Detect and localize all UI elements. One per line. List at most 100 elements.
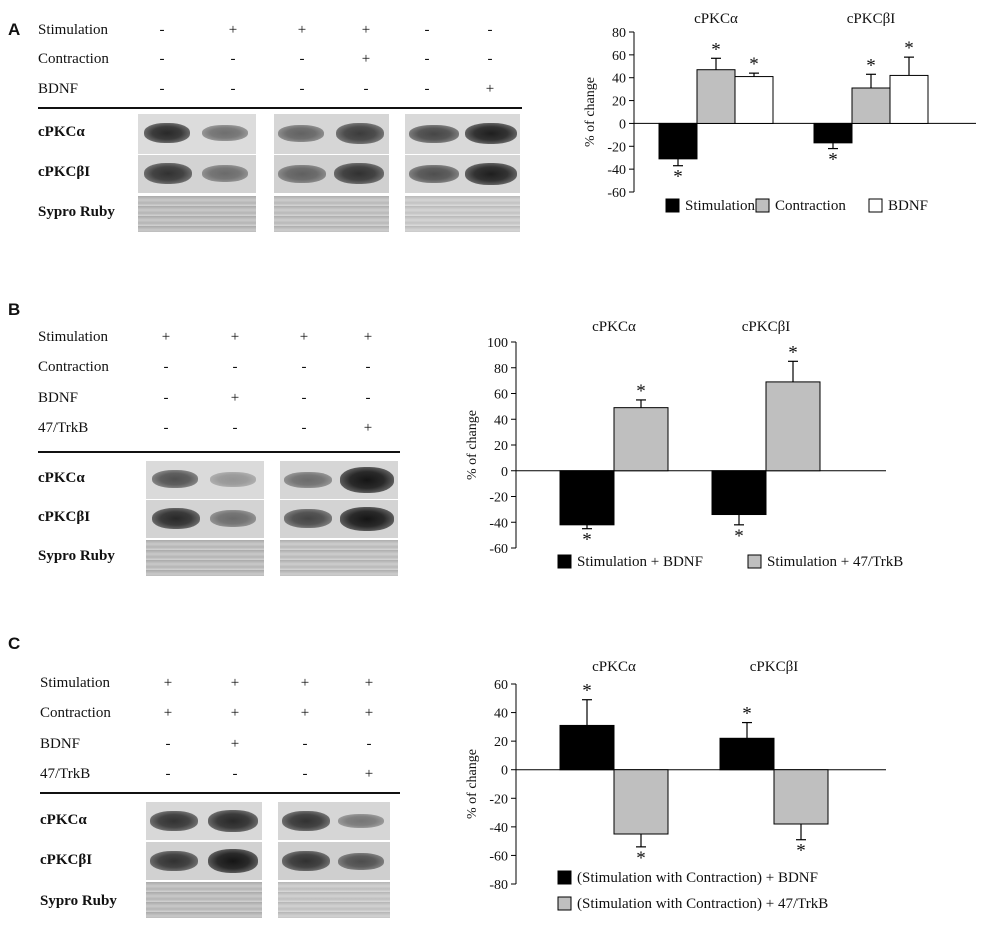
band (152, 470, 198, 488)
y-tick-label: -20 (607, 140, 626, 155)
band (150, 811, 198, 831)
sign: + (230, 736, 240, 752)
sign: + (161, 329, 171, 345)
sign: - (159, 22, 165, 38)
y-tick-label: 0 (619, 117, 626, 132)
sign: + (300, 705, 310, 721)
y-tick-label: 80 (612, 26, 626, 41)
sign: - (365, 390, 371, 406)
sign: + (485, 81, 495, 97)
sign: + (230, 705, 240, 721)
legend-label: BDNF (888, 198, 928, 214)
divider-rule (38, 451, 400, 453)
sign: + (364, 675, 374, 691)
legend-label: Stimulation + BDNF (577, 554, 703, 570)
sign: - (163, 359, 169, 375)
sign: - (159, 51, 165, 67)
significance-marker: * (904, 38, 914, 59)
blot-strip-cpkca-2 (280, 461, 398, 499)
condition-label: BDNF (38, 81, 79, 97)
panel-letter-a: A (8, 20, 21, 39)
sign: - (299, 81, 305, 97)
blot-strip-cpkcb-1 (138, 155, 256, 193)
condition-label: Stimulation (38, 329, 109, 345)
band (144, 123, 190, 143)
significance-marker: * (866, 55, 876, 76)
sign: - (366, 736, 372, 752)
band (202, 165, 248, 182)
band (336, 123, 384, 144)
condition-label: Contraction (38, 359, 109, 375)
bar-chart-a: -60 -40 -20 0 20 40 60 80 % of change cPKCα cPKCβI… (583, 11, 976, 214)
sign: - (165, 736, 171, 752)
bar (559, 470, 615, 526)
legend-swatch (557, 870, 572, 885)
band (282, 851, 330, 871)
blot-strip-cpkcb-2 (280, 500, 398, 538)
significance-marker: * (636, 848, 646, 869)
significance-marker: * (582, 530, 592, 551)
blot-strip-cpkca-2 (274, 114, 389, 154)
sign: + (364, 705, 374, 721)
condition-label: BDNF (40, 736, 81, 752)
sign: - (302, 736, 308, 752)
significance-marker: * (636, 381, 646, 402)
category-label: cPKCβI (750, 659, 798, 675)
sypro-ruby-strip (146, 540, 264, 576)
y-tick-label: -60 (607, 186, 626, 201)
significance-marker: * (796, 841, 806, 862)
band (284, 472, 332, 488)
blot-label: cPKCα (38, 124, 85, 140)
bar-chart-c: -80 -60 -40 -20 0 20 40 60 % of change cPKCα cPKCβ… (465, 659, 886, 912)
bar (711, 470, 767, 516)
sypro-ruby-strip (274, 196, 389, 232)
band (338, 814, 384, 828)
sign: - (163, 390, 169, 406)
sign: - (365, 359, 371, 375)
sign: - (230, 51, 236, 67)
significance-marker: * (742, 704, 752, 725)
y-tick-label: 60 (494, 678, 508, 693)
blot-strip-cpkcb-1 (146, 500, 264, 538)
blot-strip-cpkcb-2 (278, 842, 390, 880)
bar (719, 737, 775, 771)
sign: + (364, 766, 374, 782)
bar (658, 122, 698, 160)
band (152, 508, 200, 529)
sign: + (163, 705, 173, 721)
bar (851, 87, 891, 124)
category-label: cPKCα (592, 659, 636, 675)
sign: - (424, 51, 430, 67)
band (150, 851, 198, 871)
band (340, 467, 394, 493)
sypro-ruby-strip (146, 882, 262, 918)
y-tick-label: 20 (612, 95, 626, 110)
band (338, 853, 384, 870)
sign: - (163, 420, 169, 436)
sign: - (424, 22, 430, 38)
blot-strip-cpkca-1 (138, 114, 256, 154)
y-tick-label: 40 (494, 707, 508, 722)
y-tick-label: 0 (501, 764, 508, 779)
sign: + (297, 22, 307, 38)
condition-label: 47/TrkB (40, 766, 91, 782)
y-axis-label: % of change (465, 749, 480, 819)
sign: - (232, 420, 238, 436)
sign: - (165, 766, 171, 782)
bar (813, 122, 853, 144)
category-label: cPKCβI (847, 11, 895, 27)
y-tick-label: -60 (489, 849, 508, 864)
y-axis-label: % of change (583, 77, 598, 147)
band (208, 810, 258, 832)
y-tick-label: -60 (489, 542, 508, 557)
sign: + (228, 22, 238, 38)
blot-strip-cpkca-2 (278, 802, 390, 840)
blot-strip-cpkca-3 (405, 114, 520, 154)
legend-label: Stimulation (685, 198, 756, 214)
y-axis-label: % of change (465, 410, 480, 480)
legend-swatch (665, 198, 680, 213)
band (278, 125, 324, 142)
sign: - (230, 81, 236, 97)
bar (696, 69, 736, 124)
bar (734, 76, 774, 124)
